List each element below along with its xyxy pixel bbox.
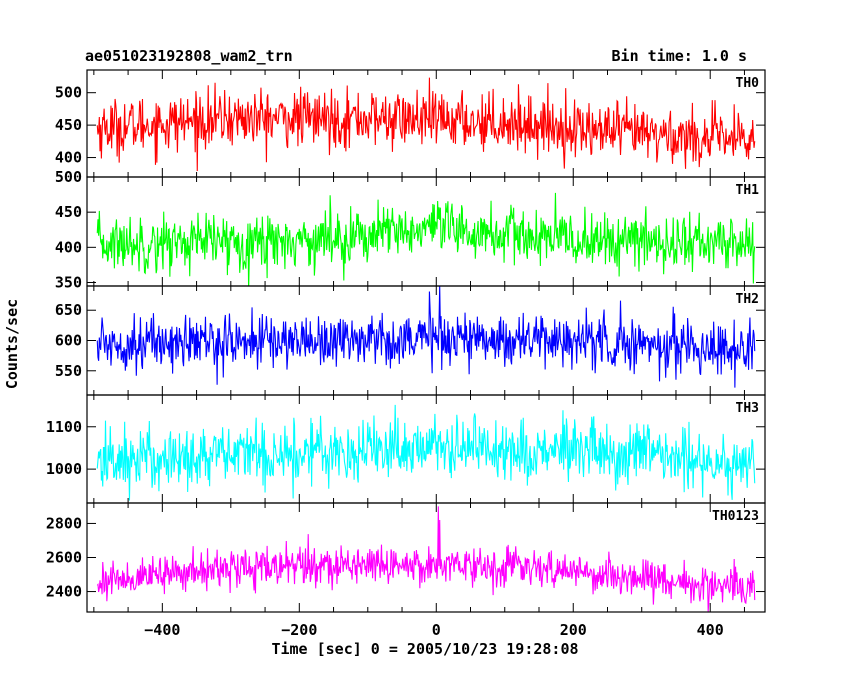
- series-line-th0: [96, 77, 756, 172]
- y-tick-label: 2600: [46, 549, 82, 567]
- series-line-th3: [96, 404, 756, 501]
- y-axis-label: Counts/sec: [3, 299, 21, 389]
- series-line-th1: [96, 192, 756, 286]
- y-tick-label: 500: [55, 84, 82, 102]
- y-tick-label: 1000: [46, 460, 82, 478]
- bin-time-label: Bin time: 1.0 s: [612, 47, 747, 65]
- panel-name-th0123: TH0123: [712, 509, 759, 524]
- y-tick-label: 450: [55, 203, 82, 221]
- x-tick-label: −200: [281, 621, 317, 639]
- y-tick-label: 650: [55, 301, 82, 319]
- x-tick-label: 0: [432, 621, 441, 639]
- panel-name-th2: TH2: [736, 292, 759, 307]
- panel-name-th1: TH1: [736, 183, 760, 198]
- y-tick-label: 450: [55, 116, 82, 134]
- y-tick-label: 2400: [46, 583, 82, 601]
- y-tick-label: 350: [55, 273, 82, 291]
- x-tick-label: 400: [697, 621, 724, 639]
- y-tick-label: 500: [55, 168, 82, 186]
- chart-title: ae051023192808_wam2_trn: [85, 47, 293, 65]
- panel-name-th3: TH3: [736, 401, 759, 416]
- series-line-th2: [96, 286, 756, 388]
- series-line-th0123: [96, 506, 756, 612]
- panel-name-th0: TH0: [736, 76, 760, 91]
- x-tick-label: 200: [560, 621, 587, 639]
- y-tick-label: 400: [55, 149, 82, 167]
- plot-area: TH0 400 450 500 TH1 350 400 450 500 TH2 550 600 650 T…: [46, 69, 766, 639]
- x-tick-label: −400: [144, 621, 180, 639]
- y-tick-label: 2800: [46, 514, 82, 532]
- y-tick-label: 550: [55, 362, 82, 380]
- x-axis-label: Time [sec] 0 = 2005/10/23 19:28:08: [271, 640, 578, 658]
- y-tick-label: 600: [55, 332, 82, 350]
- y-tick-label: 1100: [46, 418, 82, 436]
- y-tick-label: 400: [55, 238, 82, 256]
- panel-frame-th0123: [86, 502, 766, 613]
